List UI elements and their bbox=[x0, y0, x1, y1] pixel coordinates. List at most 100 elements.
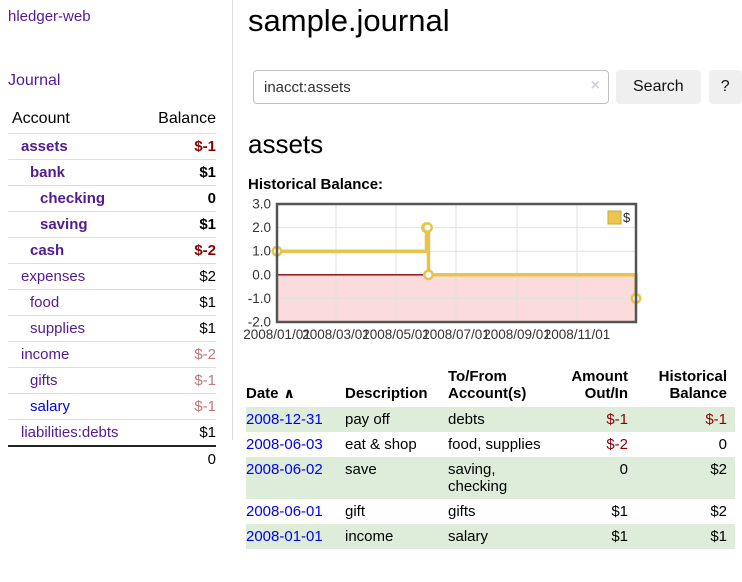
x-axis-tick-label: 2008/11/01 bbox=[544, 327, 611, 342]
accounts-total-row: 0 bbox=[8, 445, 216, 472]
register-header-date[interactable]: Date ∧ bbox=[246, 385, 295, 402]
search-input[interactable] bbox=[253, 70, 609, 104]
x-axis-tick-label: 2008/09/01 bbox=[483, 327, 551, 342]
account-link[interactable]: food bbox=[30, 294, 60, 311]
accounts-header-account: Account bbox=[12, 110, 70, 127]
chart-legend: $ bbox=[607, 210, 631, 225]
table-row: 2008-06-03 eat & shop food, supplies $-2 0 bbox=[246, 432, 735, 457]
account-balance: $2 bbox=[146, 263, 216, 290]
account-cell: income bbox=[8, 341, 146, 368]
transaction-balance-cell: $-1 bbox=[705, 411, 727, 428]
account-cell: checking bbox=[8, 185, 146, 212]
account-cell: gifts bbox=[8, 367, 146, 394]
y-axis-tick-label: 2.0 bbox=[252, 220, 271, 235]
register-header-accounts: To/From Account(s) bbox=[448, 368, 527, 402]
transaction-accounts-cell: salary bbox=[448, 528, 489, 545]
account-link[interactable]: cash bbox=[30, 242, 65, 259]
account-balance: $1 bbox=[146, 211, 216, 238]
account-cell: food bbox=[8, 289, 146, 316]
y-axis-tick-label: -2.0 bbox=[248, 315, 271, 330]
account-row: cash $-2 bbox=[8, 237, 216, 264]
account-row: checking 0 bbox=[8, 185, 216, 212]
account-row: income $-2 bbox=[8, 341, 216, 368]
account-balance: 0 bbox=[146, 185, 216, 212]
account-link[interactable]: bank bbox=[30, 164, 66, 181]
transaction-description-cell: gift bbox=[345, 503, 366, 520]
chart-label: Historical Balance: bbox=[248, 176, 384, 193]
transaction-description-cell: eat & shop bbox=[345, 436, 417, 453]
account-balance: $1 bbox=[146, 159, 216, 186]
transaction-amount-cell: $-1 bbox=[606, 411, 628, 428]
account-cell: supplies bbox=[8, 315, 146, 342]
account-cell: expenses bbox=[8, 263, 146, 290]
clear-search-icon[interactable]: × bbox=[590, 77, 600, 94]
app-title-link[interactable]: hledger-web bbox=[8, 8, 91, 25]
accounts-table: Account Balance assets $-1 bank $1 checking 0… bbox=[8, 107, 216, 472]
account-row: salary $-1 bbox=[8, 393, 216, 420]
account-balance: $1 bbox=[146, 419, 216, 446]
transaction-date-cell: 2008-06-02 bbox=[246, 457, 345, 499]
account-row: bank $1 bbox=[8, 159, 216, 186]
account-link[interactable]: expenses bbox=[21, 268, 86, 285]
account-balance: $-1 bbox=[146, 133, 216, 160]
y-axis-tick-label: 0.0 bbox=[252, 267, 271, 282]
account-row: saving $1 bbox=[8, 211, 216, 238]
legend-swatch bbox=[607, 210, 622, 225]
transaction-amount-cell: $-2 bbox=[606, 436, 628, 453]
transaction-date-link[interactable]: 2008-06-03 bbox=[246, 436, 323, 453]
transaction-balance-cell: 0 bbox=[718, 436, 727, 453]
transaction-balance-cell: $2 bbox=[710, 461, 727, 478]
search-row: × Search ? bbox=[253, 70, 742, 104]
transaction-description-cell: pay off bbox=[345, 411, 390, 428]
sidebar: hledger-web Journal Account Balance asse… bbox=[0, 0, 233, 472]
help-button[interactable]: ? bbox=[708, 70, 742, 104]
transaction-balance-cell: $1 bbox=[710, 528, 727, 545]
register-header-description: Description bbox=[345, 385, 428, 402]
account-link[interactable]: supplies bbox=[30, 320, 86, 337]
transaction-balance-cell: $2 bbox=[710, 503, 727, 520]
accounts-total-spacer bbox=[8, 445, 146, 472]
register-table: Date ∧ Description To/From Account(s) Amo… bbox=[246, 366, 735, 549]
transaction-accounts-cell: saving, checking bbox=[448, 461, 508, 495]
table-row: 2008-12-31 pay off debts $-1 $-1 bbox=[246, 407, 735, 432]
account-link[interactable]: income bbox=[21, 346, 70, 363]
x-axis-tick-label: 2008/07/01 bbox=[422, 327, 490, 342]
account-link[interactable]: salary bbox=[30, 398, 71, 415]
account-cell: liabilities:debts bbox=[8, 419, 146, 446]
transaction-date-link[interactable]: 2008-01-01 bbox=[246, 528, 323, 545]
account-balance: $1 bbox=[146, 315, 216, 342]
account-cell: bank bbox=[8, 159, 146, 186]
transaction-date-link[interactable]: 2008-06-02 bbox=[246, 461, 323, 478]
sidebar-item-journal[interactable]: Journal bbox=[8, 72, 61, 89]
account-cell: salary bbox=[8, 393, 146, 420]
account-link[interactable]: gifts bbox=[30, 372, 58, 389]
transaction-date-cell: 2008-06-03 bbox=[246, 432, 345, 457]
account-link[interactable]: checking bbox=[40, 190, 106, 207]
transaction-accounts-cell: gifts bbox=[448, 503, 476, 520]
account-link[interactable]: saving bbox=[40, 216, 88, 233]
x-axis-tick-label: 2008/05/01 bbox=[362, 327, 430, 342]
account-link[interactable]: liabilities:debts bbox=[21, 424, 119, 441]
account-link[interactable]: assets bbox=[21, 138, 68, 155]
account-heading: assets bbox=[248, 129, 324, 159]
chart-svg: $3.0 2.0 1.0 0.0 -1.0 -2.02008/01/012008/03/0… bbox=[243, 197, 642, 342]
transaction-description-cell: save bbox=[345, 461, 377, 478]
table-row: 2008-06-01 gift gifts $1 $2 bbox=[246, 499, 735, 524]
transaction-date-link[interactable]: 2008-12-31 bbox=[246, 411, 323, 428]
transaction-date-cell: 2008-01-01 bbox=[246, 524, 345, 549]
x-axis-tick-label: 2008/01/01 bbox=[243, 327, 311, 342]
account-balance: $-1 bbox=[146, 367, 216, 394]
historical-balance-chart: $3.0 2.0 1.0 0.0 -1.0 -2.0 2008/01/01 2008/03/0… bbox=[243, 197, 742, 350]
transaction-date-cell: 2008-12-31 bbox=[246, 407, 345, 432]
y-axis-tick-label: 3.0 bbox=[252, 197, 271, 212]
transaction-description-cell: income bbox=[345, 528, 394, 545]
transaction-amount-cell: $1 bbox=[611, 528, 628, 545]
account-balance: $-2 bbox=[146, 341, 216, 368]
legend-label: $ bbox=[623, 210, 631, 225]
account-row: food $1 bbox=[8, 289, 216, 316]
search-box: × bbox=[253, 70, 609, 104]
transaction-date-link[interactable]: 2008-06-01 bbox=[246, 503, 323, 520]
transaction-date-cell: 2008-06-01 bbox=[246, 499, 345, 524]
accounts-header-row: Account Balance bbox=[8, 107, 216, 134]
search-button[interactable]: Search bbox=[616, 70, 701, 104]
